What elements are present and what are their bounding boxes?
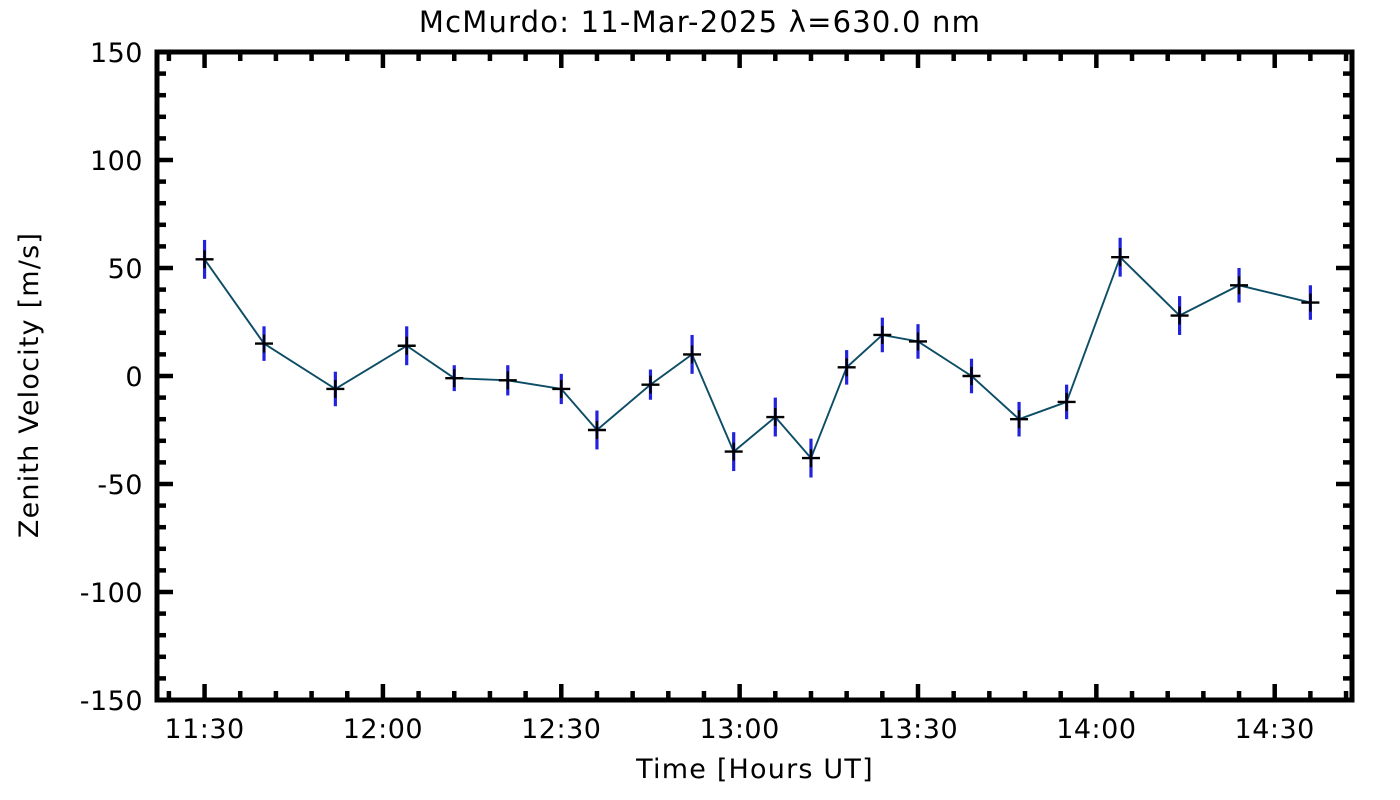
page-title: McMurdo: 11-Mar-2025 λ=630.0 nm <box>419 5 981 39</box>
y-tick-label: -150 <box>80 686 143 717</box>
y-axis-label: Zenith Velocity [m/s] <box>14 232 45 538</box>
x-tick-label: 13:30 <box>878 714 958 745</box>
x-tick-label: 14:30 <box>1235 714 1315 745</box>
y-tick-label: 100 <box>90 146 143 177</box>
x-tick-label: 12:00 <box>343 714 423 745</box>
y-tick-label: -100 <box>80 578 143 609</box>
axis-tick-labels: 150 100 50 0 -50 -100 -150 11:30 12:00 12:30 13:00… <box>80 38 1315 745</box>
axis-ticks <box>157 49 1352 703</box>
y-tick-label: 50 <box>108 254 143 285</box>
x-tick-label: 13:00 <box>699 714 779 745</box>
y-tick-label: 0 <box>125 362 143 393</box>
x-tick-label: 14:00 <box>1056 714 1136 745</box>
data-series-line <box>195 237 1320 478</box>
series-line-0 <box>203 256 1311 460</box>
y-tick-label: -50 <box>97 470 143 501</box>
y-tick-label: 150 <box>90 38 143 69</box>
x-axis-label: Time [Hours UT] <box>635 754 874 785</box>
x-tick-label: 11:30 <box>164 714 244 745</box>
x-tick-label: 12:30 <box>521 714 601 745</box>
